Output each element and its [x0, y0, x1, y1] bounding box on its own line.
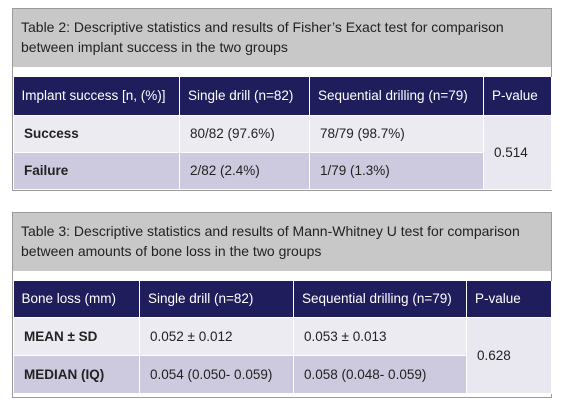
header-cell: Sequential drilling (n=79): [309, 77, 484, 115]
table-2: Table 2: Descriptive statistics and resu…: [12, 8, 552, 191]
table-caption: Table 3: Descriptive statistics and resu…: [13, 213, 551, 271]
cell: MEDIAN (IQ): [13, 354, 140, 394]
header-cell: Implant success [n, (%)]: [13, 77, 180, 115]
cell: 1/79 (1.3%): [309, 151, 484, 190]
cell: MEAN ± SD: [13, 316, 140, 356]
p-value: 0.628: [466, 316, 552, 394]
header-cell: Single drill (n=82): [139, 281, 294, 317]
cell: 0.052 ± 0.012: [139, 316, 294, 356]
table: Implant success [n, (%)] Single drill (n=…: [13, 77, 552, 190]
table-caption: Table 2: Descriptive statistics and resu…: [13, 9, 551, 67]
cell: Success: [13, 114, 180, 153]
cell: 2/82 (2.4%): [179, 151, 310, 190]
cell: 0.053 ± 0.013: [293, 316, 467, 356]
header-cell: Sequential drilling (n=79): [293, 281, 467, 317]
cell: 80/82 (97.6%): [179, 114, 310, 153]
header-cell: Single drill (n=82): [179, 77, 310, 115]
p-value: 0.514: [483, 114, 552, 190]
table-3: Table 3: Descriptive statistics and resu…: [12, 212, 552, 398]
header-cell: P-value: [483, 77, 552, 115]
header-cell: Bone loss (mm): [13, 281, 140, 317]
cell: 0.054 (0.050- 0.059): [139, 354, 294, 394]
cell: 0.058 (0.048- 0.059): [293, 354, 467, 394]
header-cell: P-value: [466, 281, 552, 317]
table: Bone loss (mm) Single drill (n=82) Sequent…: [13, 281, 552, 394]
cell: Failure: [13, 151, 180, 190]
cell: 78/79 (98.7%): [309, 114, 484, 153]
